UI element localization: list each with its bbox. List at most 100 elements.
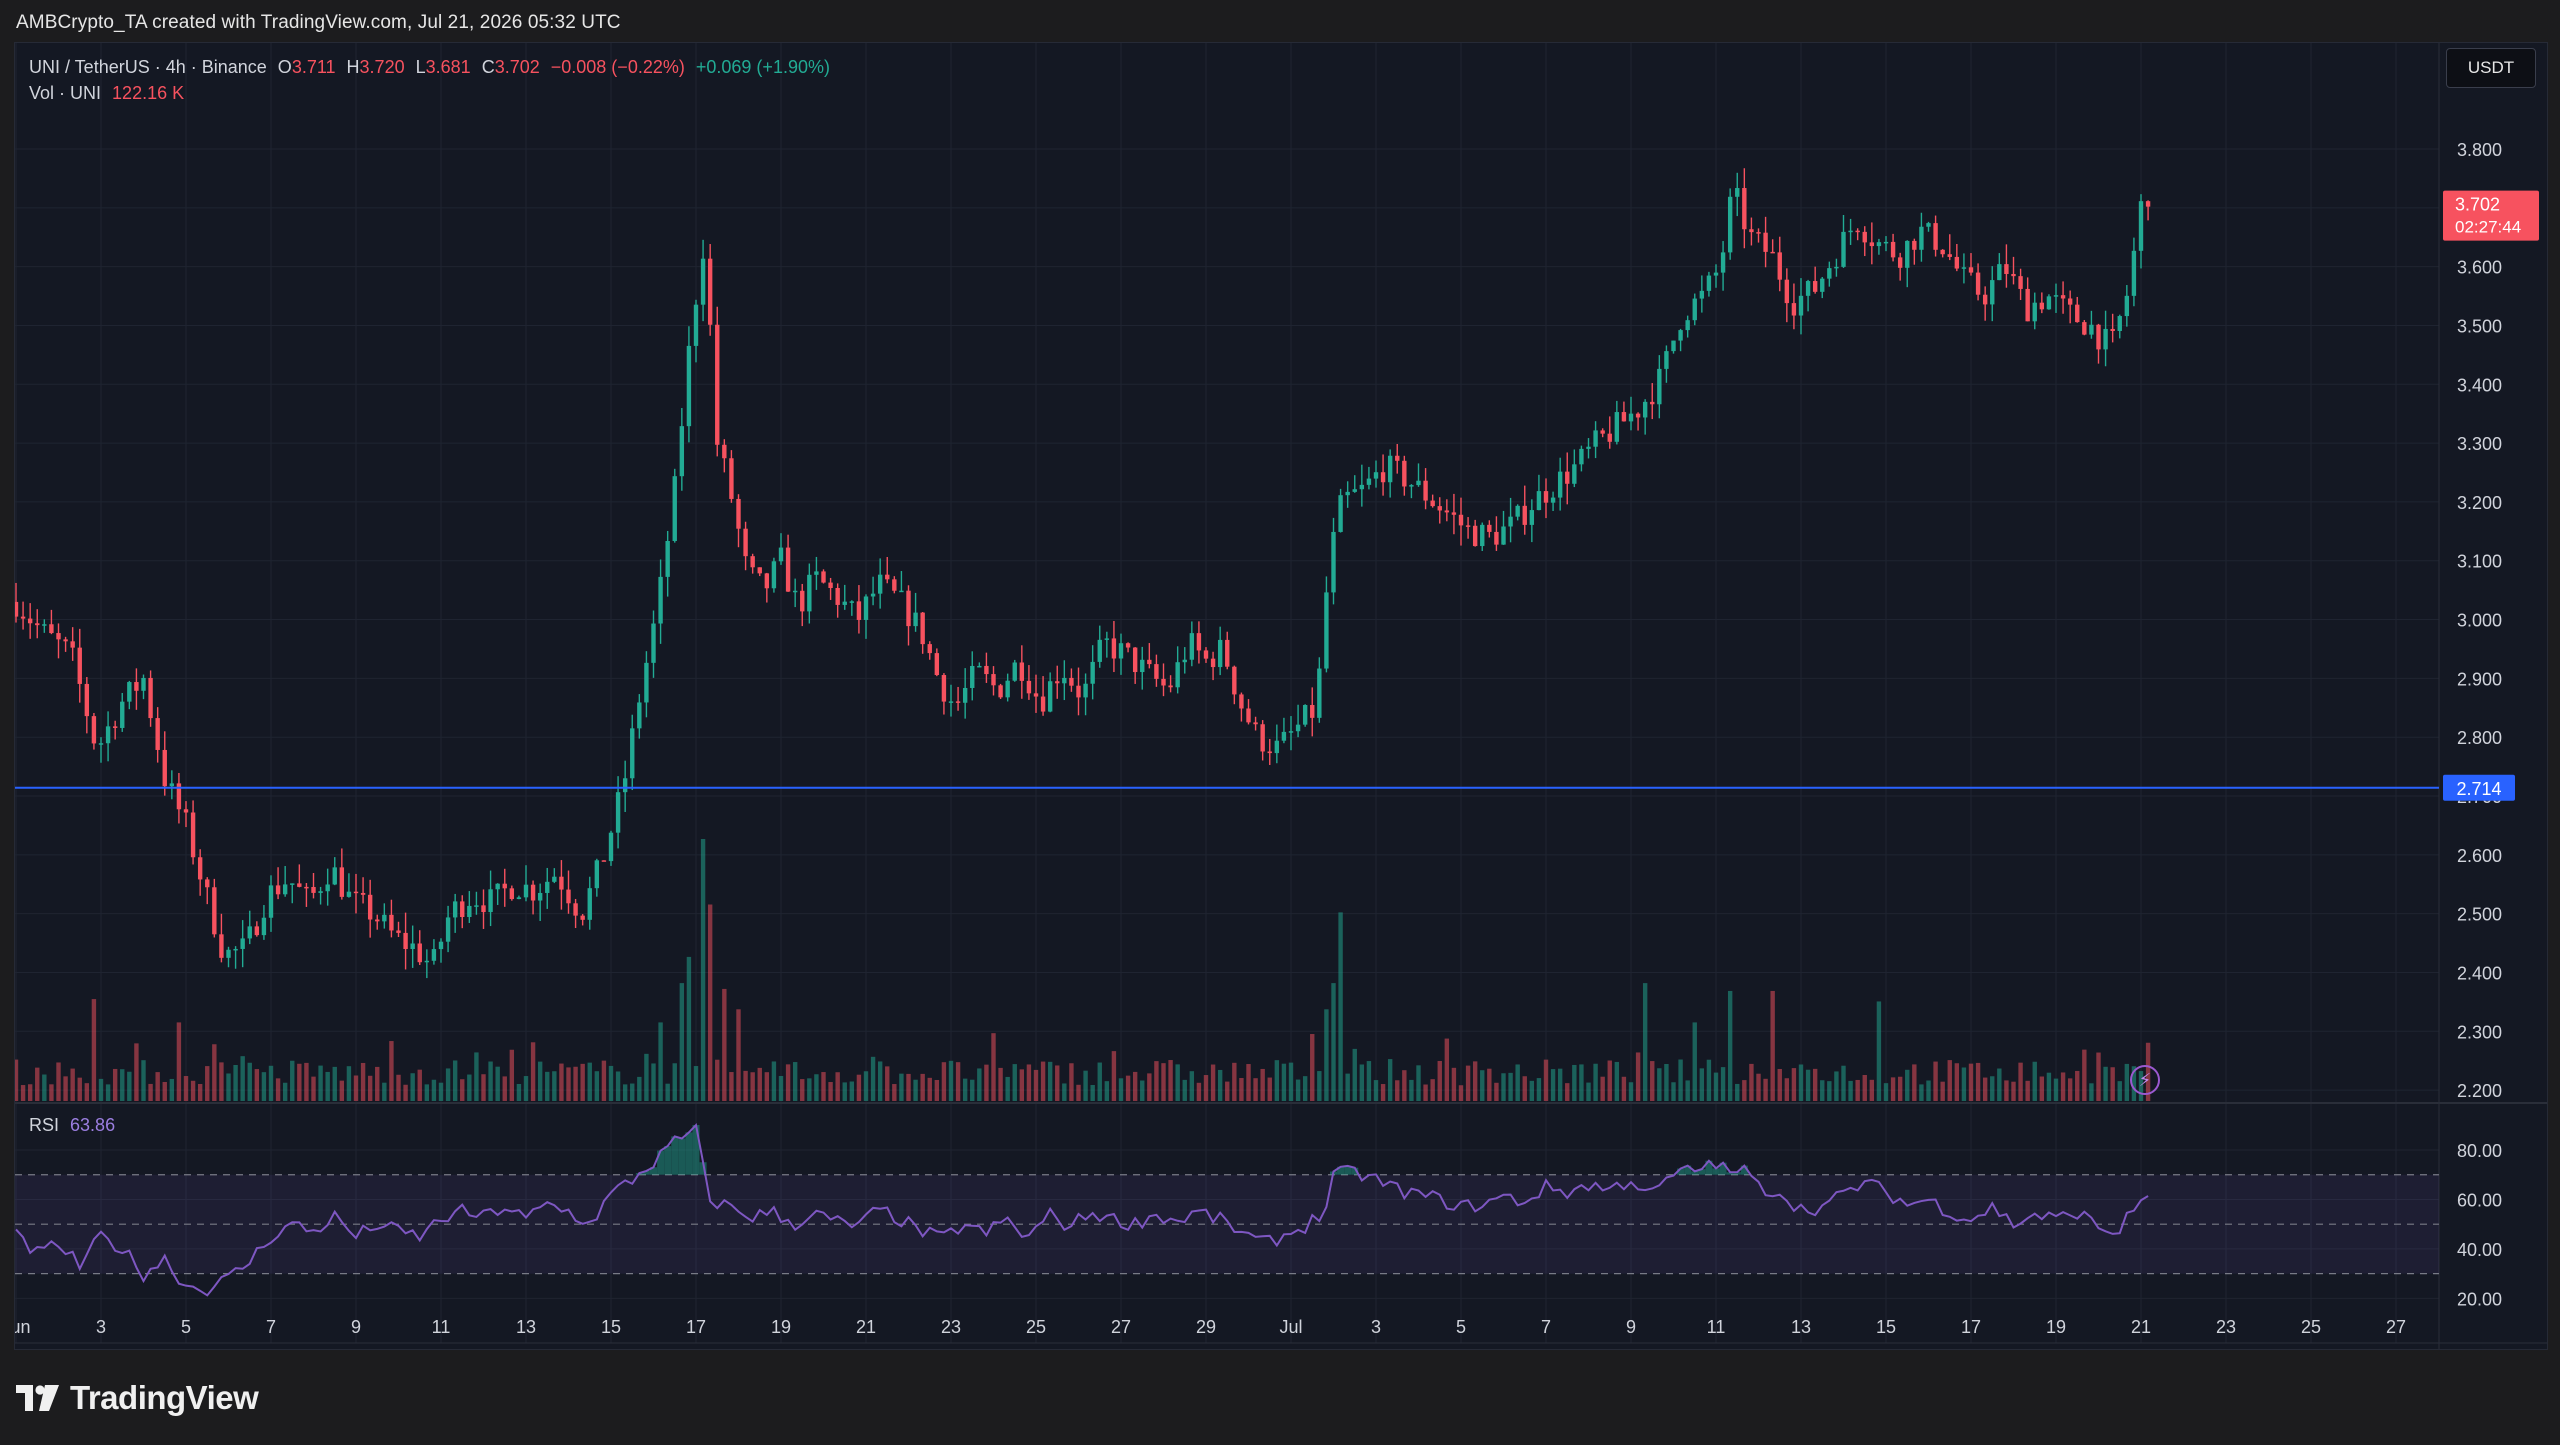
candle-body — [1005, 680, 1010, 698]
volume-bar — [1848, 1080, 1853, 1101]
volume-bar — [1791, 1068, 1797, 1101]
candle-body — [2025, 288, 2030, 322]
candle-body — [1883, 241, 1889, 244]
volume-bar — [1366, 1061, 1372, 1101]
tradingview-brand: TradingView — [70, 1379, 259, 1416]
chart-frame[interactable]: 3.8003.7003.6003.5003.4003.3003.2003.100… — [14, 42, 2548, 1350]
candle-body — [474, 905, 479, 907]
volume-bar — [1735, 1083, 1740, 1101]
volume-bar — [268, 1065, 274, 1101]
tradingview-logo[interactable]: TradingView — [16, 1378, 259, 1418]
chart-canvas[interactable]: 3.8003.7003.6003.5003.4003.3003.2003.100… — [15, 43, 2547, 1349]
volume-bar — [197, 1083, 203, 1101]
volume-bar — [1798, 1064, 1804, 1101]
volume-legend[interactable]: Vol · UNI 122.16 K — [29, 83, 190, 104]
volume-bar — [1536, 1078, 1542, 1101]
candle-body — [424, 960, 430, 963]
ohlc-low: L3.681 — [415, 57, 471, 77]
time-tick-label: Jul — [1279, 1317, 1302, 1337]
volume-bar — [2018, 1062, 2023, 1101]
candle-body — [1409, 485, 1414, 487]
volume-bar — [1203, 1075, 1209, 1101]
candle-body — [1033, 693, 1039, 697]
candle-body — [2053, 295, 2059, 297]
candle-body — [1650, 401, 1655, 405]
symbol-name[interactable]: UNI / TetherUS · 4h · Binance — [29, 57, 267, 77]
price-tick-label: 2.300 — [2457, 1022, 2502, 1042]
volume-bar — [792, 1062, 798, 1101]
candle-body — [1246, 708, 1251, 723]
candle-body — [991, 674, 996, 686]
volume-bar — [1069, 1063, 1074, 1101]
volume-bar — [1855, 1079, 1860, 1101]
volume-bar — [91, 999, 97, 1101]
volume-bar — [1338, 912, 1343, 1101]
candle-body — [77, 647, 82, 684]
time-tick-label: 15 — [1876, 1317, 1896, 1337]
price-tick-label: 3.500 — [2457, 316, 2502, 336]
candle-body — [941, 675, 947, 702]
currency-button[interactable]: USDT — [2446, 48, 2536, 88]
candle-body — [1430, 500, 1435, 507]
candle-body — [1515, 505, 1520, 517]
candle-body — [1189, 633, 1195, 660]
volume-bar — [1579, 1064, 1584, 1101]
volume-bar — [247, 1062, 252, 1101]
volume-bar — [1784, 1078, 1790, 1101]
candle-body — [1600, 430, 1605, 434]
volume-bar — [1310, 1034, 1315, 1101]
volume-bar — [2004, 1080, 2009, 1101]
volume-bar — [445, 1068, 451, 1101]
volume-bar — [474, 1052, 479, 1101]
lightning-icon[interactable]: ⚡ — [2130, 1065, 2160, 1095]
volume-bar — [1267, 1077, 1272, 1101]
volume-bar — [970, 1079, 975, 1101]
candle-body — [141, 677, 146, 691]
volume-bar — [722, 988, 727, 1101]
volume-bar — [1246, 1064, 1251, 1101]
volume-bar — [2011, 1081, 2016, 1101]
candle-body — [1713, 272, 1719, 276]
volume-bar — [1260, 1068, 1265, 1101]
volume-bar — [1593, 1063, 1598, 1101]
candle-body — [42, 624, 47, 626]
candle-body — [495, 883, 500, 890]
volume-bar — [1154, 1061, 1159, 1101]
candle-body — [630, 728, 635, 779]
volume-bar — [644, 1053, 649, 1101]
candle-body — [2046, 296, 2052, 310]
volume-value: 122.16 K — [112, 83, 185, 103]
volume-bar — [20, 1085, 26, 1101]
volume-bar — [1090, 1084, 1095, 1101]
volume-bar — [537, 1061, 543, 1101]
candle-body — [1749, 229, 1754, 233]
candle-body — [467, 905, 472, 918]
candle-body — [375, 919, 380, 922]
symbol-legend[interactable]: UNI / TetherUS · 4h · Binance O3.711 H3.… — [29, 57, 836, 78]
volume-bar — [757, 1067, 762, 1101]
rsi-label: RSI — [29, 1115, 60, 1135]
candle-body — [1990, 280, 1995, 305]
volume-bar — [2075, 1070, 2080, 1101]
volume-bar — [1352, 1048, 1357, 1101]
volume-bar — [1947, 1060, 1952, 1101]
candle-body — [1593, 430, 1598, 447]
candle-body — [750, 556, 755, 568]
candle-body — [70, 641, 75, 648]
volume-bar — [15, 1059, 19, 1101]
time-tick-label: 17 — [1961, 1317, 1981, 1337]
volume-bar — [1111, 1051, 1117, 1101]
rsi-legend[interactable]: RSI 63.86 — [29, 1115, 121, 1136]
candle-body — [502, 883, 507, 889]
volume-bar — [693, 1066, 699, 1101]
candle-body — [2089, 324, 2094, 335]
candle-body — [1975, 272, 1981, 295]
candle-body — [219, 934, 224, 958]
volume-bar — [35, 1067, 40, 1101]
volume-bar — [651, 1063, 656, 1101]
candle-body — [1310, 705, 1315, 718]
volume-bar — [1444, 1038, 1450, 1101]
candle-body — [1635, 413, 1641, 418]
candle-body — [1437, 506, 1442, 511]
candle-body — [2039, 302, 2045, 310]
